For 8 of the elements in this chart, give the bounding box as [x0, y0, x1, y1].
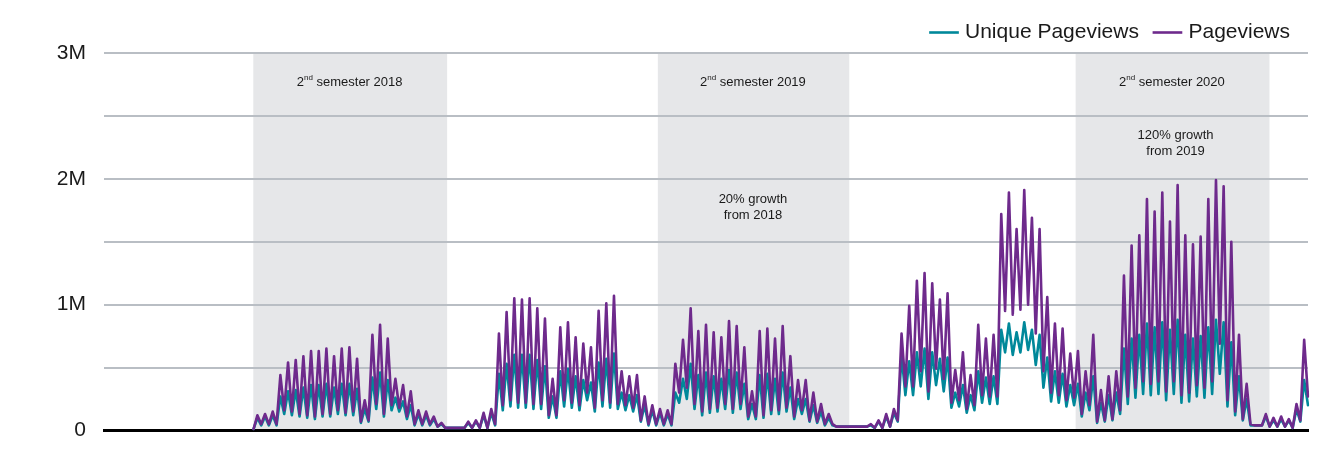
y-tick-label: 2M	[56, 165, 86, 189]
y-tick-label: 3M	[56, 39, 86, 63]
annotation: 120% growth from 2019	[1137, 126, 1214, 158]
y-tick-label: 0	[74, 417, 86, 441]
y-tick-label: 1M	[56, 291, 86, 315]
annotation: 20% growth from 2018	[718, 191, 788, 223]
legend-label: Unique Pageviews	[965, 19, 1139, 43]
legend-label: Pageviews	[1188, 19, 1291, 43]
